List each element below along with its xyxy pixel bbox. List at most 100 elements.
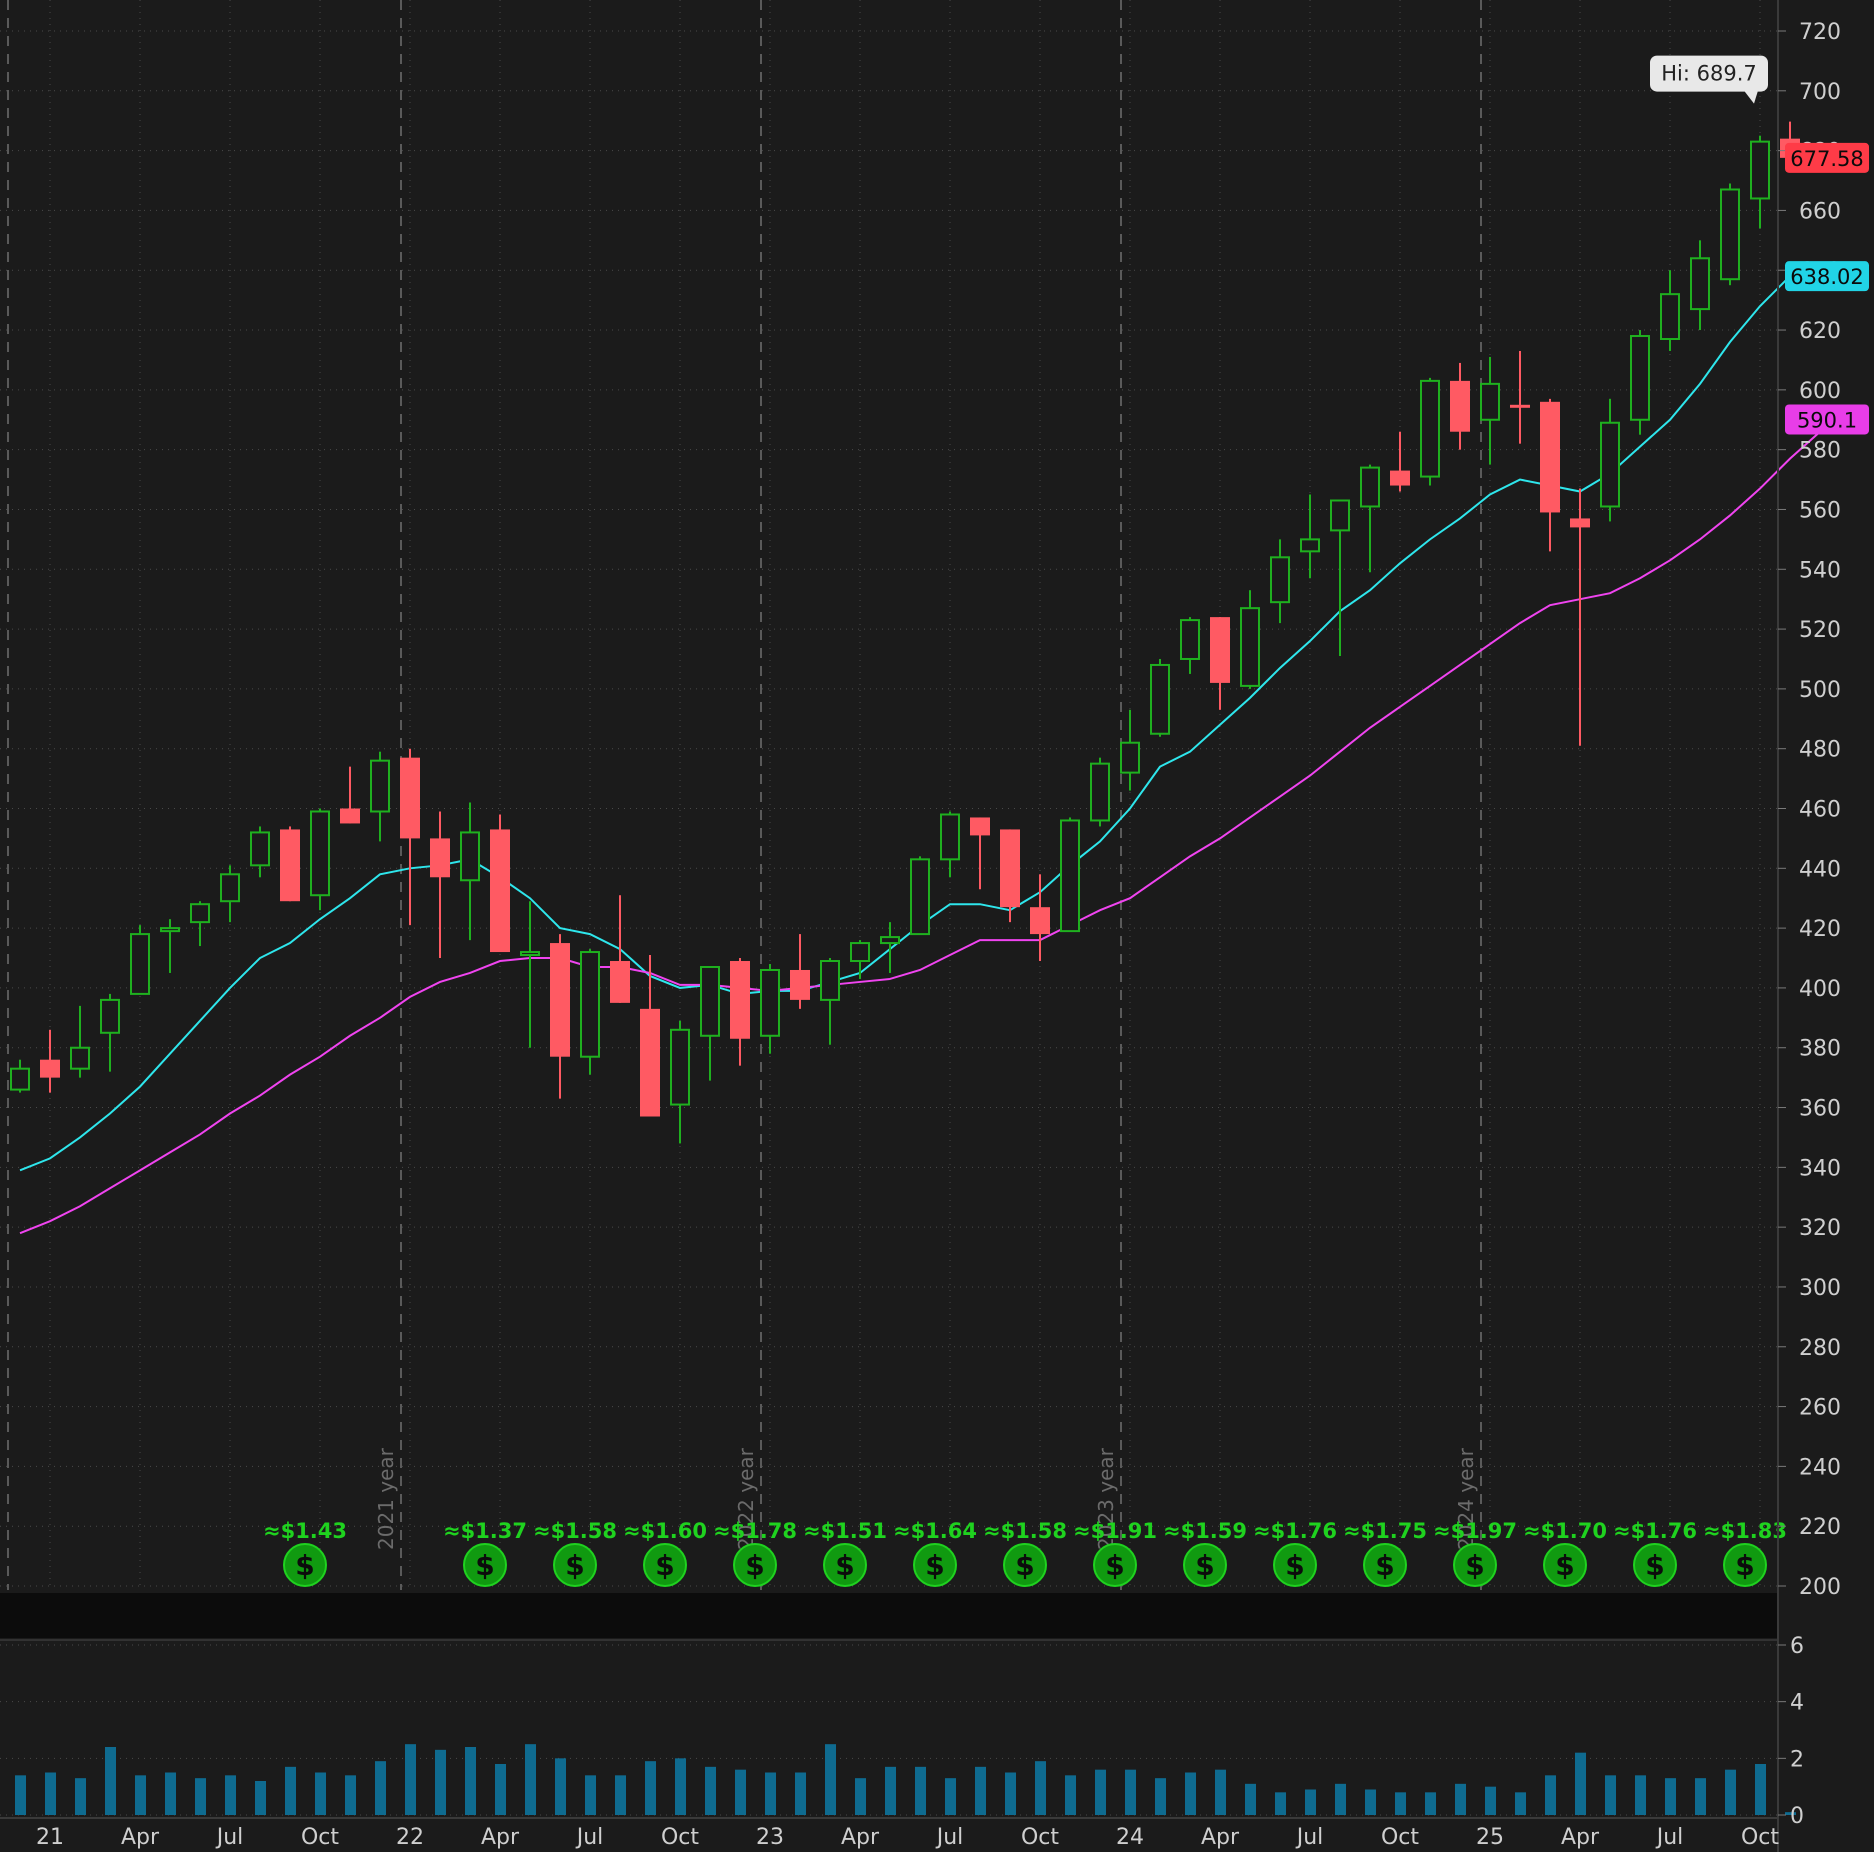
candle-body-up [1150, 663, 1170, 735]
candle[interactable] [1150, 658, 1170, 737]
volume-bar [285, 1766, 296, 1815]
dividend-marker[interactable]: ≈$1.43 $ [263, 1519, 347, 1587]
candle[interactable] [790, 934, 810, 1009]
candle-body-up [130, 933, 150, 995]
volume-bar [1305, 1789, 1316, 1815]
time-tick-label: 24 [1116, 1825, 1144, 1850]
candle-body-up [1300, 538, 1320, 553]
candle[interactable] [10, 1059, 30, 1093]
candle[interactable] [580, 949, 600, 1075]
candle[interactable] [1480, 356, 1500, 465]
candle[interactable] [340, 766, 360, 824]
candle[interactable] [700, 965, 720, 1081]
candle[interactable] [1390, 431, 1410, 492]
dividend-marker[interactable]: ≈$1.58 $ [983, 1519, 1067, 1587]
dividend-marker[interactable]: ≈$1.64 $ [893, 1519, 977, 1587]
candle[interactable] [520, 901, 540, 1048]
price-tick-label: 400 [1799, 977, 1841, 1002]
candle[interactable] [1360, 464, 1380, 573]
volume-bar [735, 1769, 746, 1815]
dividend-marker[interactable]: ≈$1.97 $ [1433, 1519, 1517, 1587]
dividend-markers[interactable]: ≈$1.43$≈$1.37$≈$1.58$≈$1.60$≈$1.78$≈$1.5… [263, 1519, 1787, 1587]
dividend-marker[interactable]: ≈$1.91 $ [1073, 1519, 1157, 1587]
time-tick-label: 23 [756, 1825, 784, 1850]
candle[interactable] [1300, 494, 1320, 579]
candle[interactable] [1660, 270, 1680, 351]
dividend-marker[interactable]: ≈$1.70 $ [1523, 1519, 1607, 1587]
candle[interactable] [1720, 183, 1740, 286]
dividend-marker[interactable]: ≈$1.58 $ [533, 1519, 617, 1587]
volume-bar [615, 1775, 626, 1815]
candle-body-down [1540, 401, 1560, 513]
volume-bar [525, 1744, 536, 1815]
candle[interactable] [280, 826, 300, 902]
candle[interactable] [760, 964, 780, 1054]
dividend-marker[interactable]: ≈$1.60 $ [623, 1519, 707, 1587]
panel-separator[interactable] [0, 1593, 1778, 1638]
candle[interactable] [970, 817, 990, 890]
year-label: 2022 year [734, 1447, 758, 1550]
volume-bar [1395, 1792, 1406, 1815]
dividend-marker[interactable]: ≈$1.75 $ [1343, 1519, 1427, 1587]
price-tick-label: 500 [1799, 678, 1841, 703]
dividend-marker[interactable]: ≈$1.76 $ [1253, 1519, 1337, 1587]
dividend-marker[interactable]: ≈$1.37 $ [443, 1519, 527, 1587]
price-tick-label: 340 [1799, 1156, 1841, 1181]
candle[interactable] [220, 865, 240, 923]
dividend-label: ≈$1.70 [1523, 1519, 1607, 1543]
dividend-marker[interactable]: ≈$1.51 $ [803, 1519, 887, 1587]
candle[interactable] [910, 856, 930, 936]
candle[interactable] [940, 811, 960, 878]
candle[interactable] [40, 1029, 60, 1093]
candle[interactable] [1450, 362, 1470, 450]
candle[interactable] [460, 802, 480, 941]
candle[interactable] [190, 901, 210, 947]
candle[interactable] [850, 940, 870, 979]
candle[interactable] [1030, 874, 1050, 962]
candle[interactable] [430, 811, 450, 959]
candle[interactable] [1330, 499, 1350, 656]
candle[interactable] [1420, 377, 1440, 486]
candle[interactable] [1750, 135, 1770, 229]
candle[interactable] [1180, 617, 1200, 674]
candle[interactable] [400, 748, 420, 926]
candle[interactable] [1570, 488, 1590, 746]
candle[interactable] [880, 922, 900, 973]
dividend-label: ≈$1.78 [713, 1519, 797, 1543]
candle-body-up [1750, 140, 1770, 200]
candle[interactable] [70, 1005, 90, 1078]
dividend-label: ≈$1.91 [1073, 1519, 1157, 1543]
candle[interactable] [1600, 398, 1620, 522]
candle[interactable] [1120, 709, 1140, 791]
candle[interactable] [250, 826, 270, 878]
candle[interactable] [1060, 817, 1080, 933]
candle-body-up [310, 810, 330, 897]
candle[interactable] [550, 934, 570, 1099]
candle[interactable] [1690, 240, 1710, 331]
candle[interactable] [1000, 829, 1020, 923]
dividend-marker[interactable]: ≈$1.76 $ [1613, 1519, 1697, 1587]
dividend-marker[interactable]: ≈$1.78 $ [713, 1519, 797, 1587]
candle[interactable] [310, 808, 330, 911]
candle[interactable] [610, 895, 630, 1003]
candle[interactable] [130, 925, 150, 995]
candle[interactable] [490, 814, 510, 953]
candle[interactable] [730, 958, 750, 1066]
candle[interactable] [820, 958, 840, 1045]
candles[interactable] [10, 121, 1800, 1144]
candle[interactable] [1210, 617, 1230, 710]
candle[interactable] [370, 751, 390, 842]
candle[interactable] [160, 919, 180, 973]
candle[interactable] [100, 993, 120, 1072]
dividend-marker[interactable]: ≈$1.59 $ [1163, 1519, 1247, 1587]
candle[interactable] [1270, 539, 1290, 624]
candle[interactable] [640, 955, 660, 1117]
candle[interactable] [670, 1020, 690, 1144]
dividend-marker[interactable]: ≈$1.83 $ [1703, 1519, 1787, 1587]
candle[interactable] [1630, 330, 1650, 435]
candle[interactable] [1240, 590, 1260, 689]
candle[interactable] [1510, 350, 1530, 444]
candle[interactable] [1090, 757, 1110, 827]
candle[interactable] [1540, 398, 1560, 552]
